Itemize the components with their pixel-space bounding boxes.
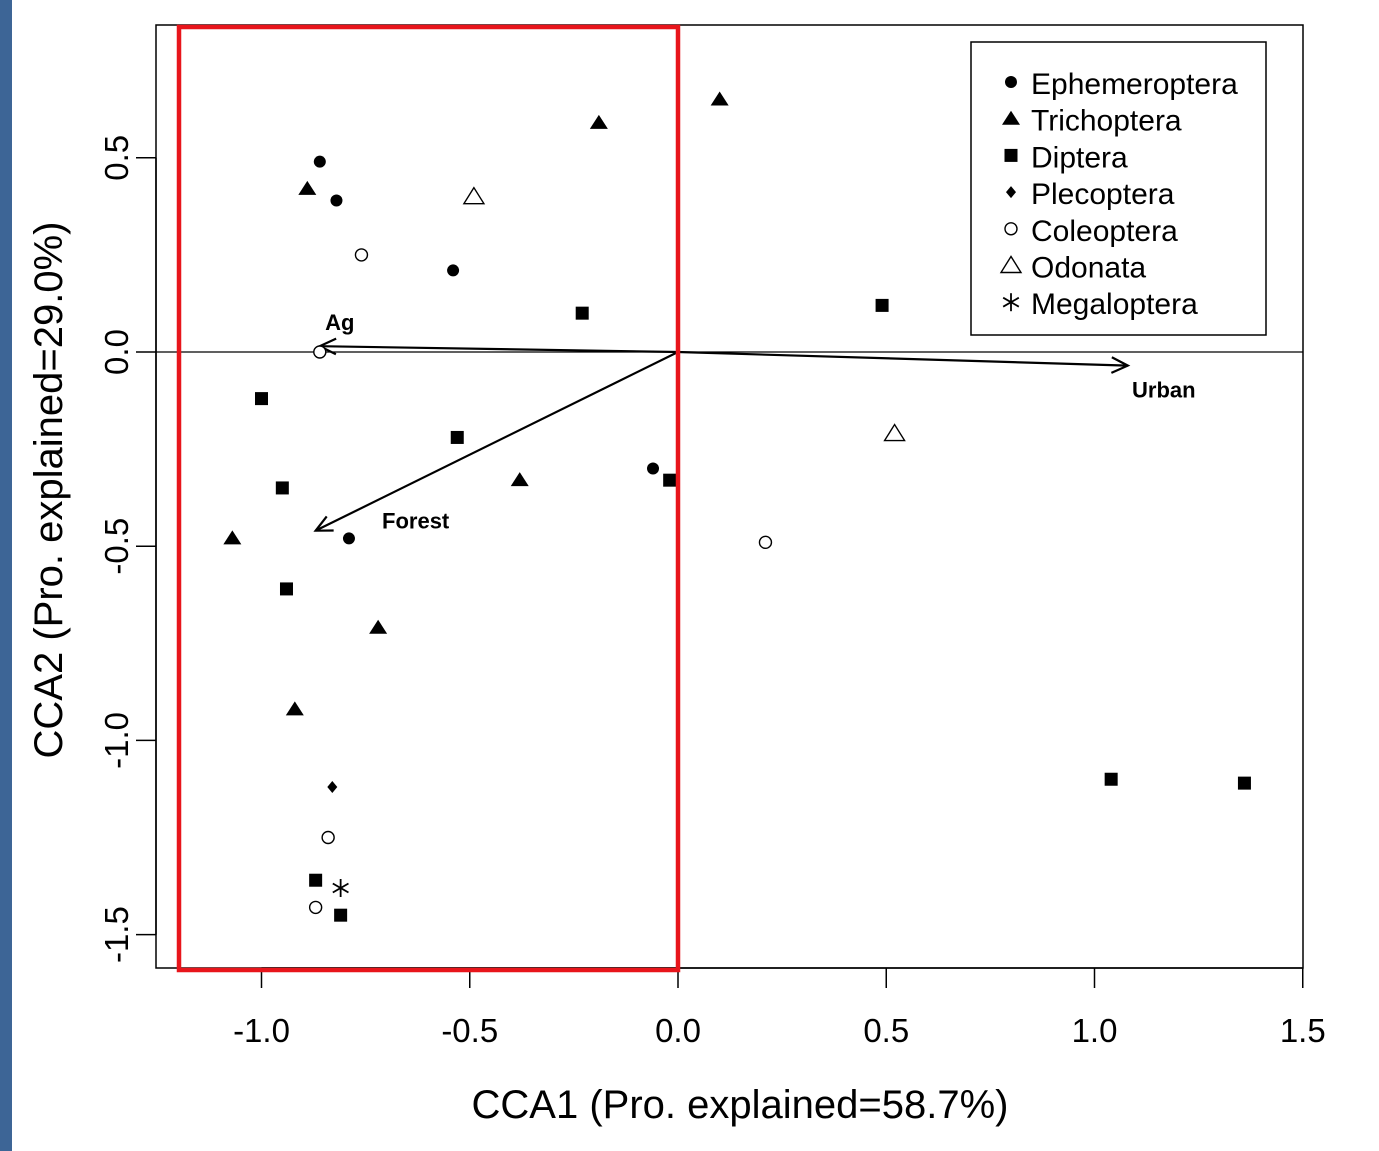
legend-marker-odonata [999,255,1023,274]
legend-label-trichoptera: Trichoptera [1031,105,1182,138]
legend-label-plecoptera: Plecoptera [1031,178,1175,211]
x-tick-label: 1.0 [1072,1012,1118,1049]
trichoptera-point [710,91,729,106]
x-tick-label: 0.5 [863,1012,909,1049]
ephemeroptera-point [330,194,343,207]
vector-label-ag: Ag [325,310,354,335]
x-tick-label: 1.5 [1280,1012,1326,1049]
legend-label-odonata: Odonata [1031,252,1146,285]
legend-label-ephemeroptera: Ephemeroptera [1031,68,1238,101]
highlight-box [176,24,681,973]
vector-arrow-urban [677,350,1128,367]
vector-arrowhead-urban [1110,356,1131,374]
legend-box [970,41,1267,336]
coleoptera-point [354,248,369,262]
legend-marker-ephemeroptera [1005,76,1017,88]
coleoptera-point [308,900,323,915]
diptera-point [275,481,289,495]
diptera-point [255,392,268,406]
x-axis-title: CCA1 (Pro. explained=58.7%) [472,1083,1009,1127]
trichoptera-point [223,530,242,545]
odonata-point [462,186,486,205]
x-tick-label: -0.5 [441,1012,498,1049]
x-tick-label: 0.0 [655,1012,701,1049]
legend-marker-trichoptera [1002,110,1020,125]
trichoptera-point [510,472,529,487]
plot-panel: -1.0 -0.5 0.0 0.5 1.0 1.5 -1.5 -1.0 -0.5 0.0 0.5 CC… [12,0,1379,1151]
legend-label-coleoptera: Coleoptera [1031,215,1178,248]
y-tick-label: 0.0 [98,329,135,375]
y-tick-label: 0.5 [98,135,135,181]
diptera-point [663,473,677,487]
diptera-point [450,430,464,444]
diptera-point [575,306,589,320]
diptera-point [309,873,323,887]
vector-label-urban: Urban [1132,378,1196,403]
ephemeroptera-point [447,264,460,277]
legend-label-diptera: Diptera [1031,141,1128,174]
megaloptera-point [332,878,349,897]
ephemeroptera-point [647,462,660,475]
legend-label-megaloptera: Megaloptera [1031,288,1198,321]
legend-marker-plecoptera [1006,186,1016,199]
vector-arrow-forest [315,351,679,532]
y-axis-title: CCA2 (Pro. explained=29.0%) [27,222,71,759]
plecoptera-point [327,781,338,794]
y-tick-label: -0.5 [98,518,135,575]
x-tick-label: -1.0 [233,1012,290,1049]
ephemeroptera-point [313,155,326,168]
coleoptera-point [758,535,773,550]
vector-label-forest: Forest [382,509,450,534]
y-tick-label: -1.5 [98,906,135,963]
diptera-point [875,298,889,312]
legend-marker-diptera [1004,148,1018,162]
vector-arrow-ag [319,345,679,354]
legend-marker-megaloptera [1002,293,1020,312]
y-tick-label: -1.0 [98,712,135,769]
diptera-point [1104,772,1118,786]
odonata-point [883,423,906,442]
trichoptera-point [298,180,317,195]
legend-marker-coleoptera [1004,222,1018,236]
vector-arrowhead-forest [313,515,334,532]
coleoptera-point [321,830,335,845]
diptera-point [334,908,348,922]
coleoptera-point [313,345,327,359]
diptera-point [279,582,293,596]
cca-biplot: -1.0 -0.5 0.0 0.5 1.0 1.5 -1.5 -1.0 -0.5 0.0 0.5 CC… [27,24,1326,1127]
ephemeroptera-point [342,532,355,545]
trichoptera-point [285,701,304,716]
trichoptera-point [589,114,608,129]
trichoptera-point [369,619,388,634]
diptera-point [1237,776,1251,790]
